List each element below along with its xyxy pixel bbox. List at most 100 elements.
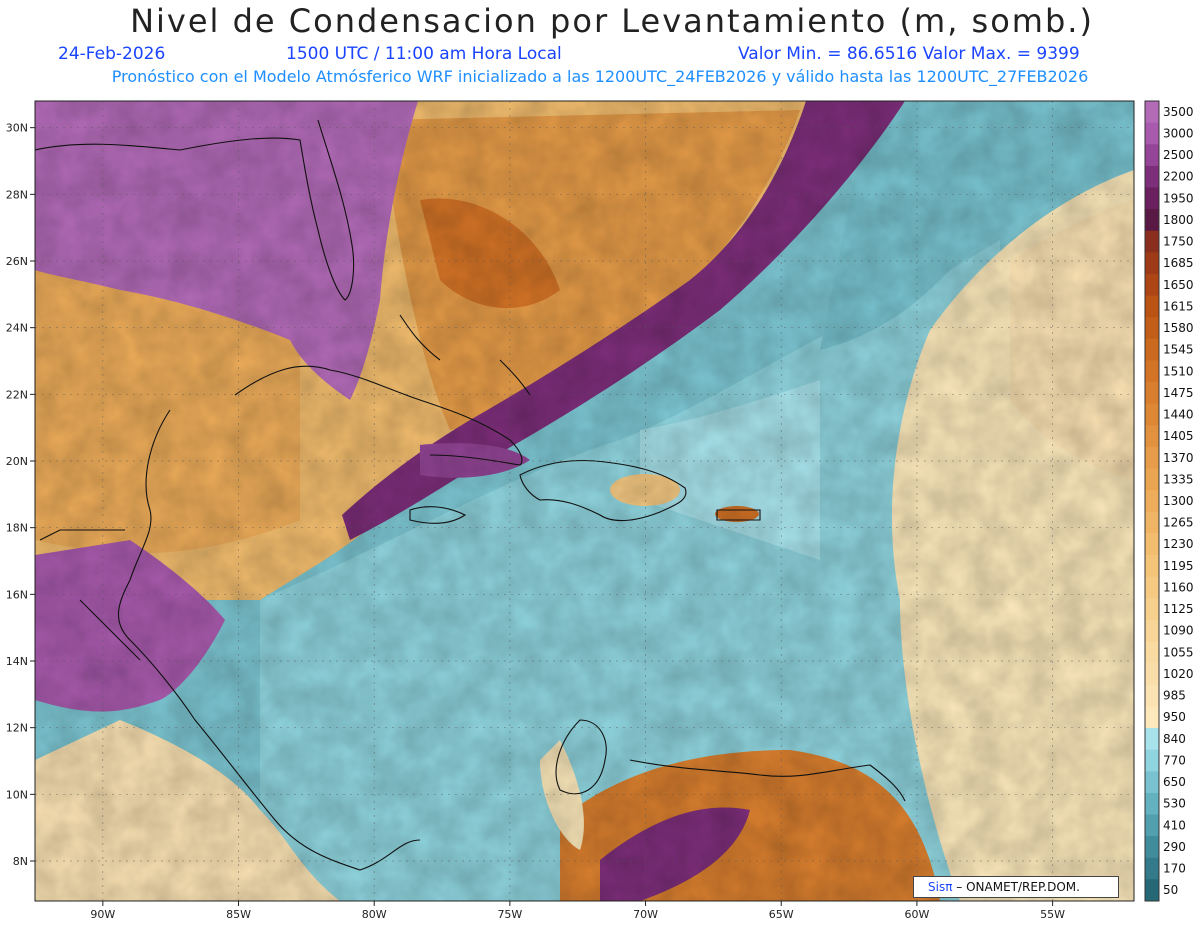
colorbar-swatch	[1145, 814, 1159, 837]
colorbar-label: 1195	[1163, 559, 1194, 573]
colorbar-label: 1800	[1163, 213, 1194, 227]
colorbar-swatch	[1145, 771, 1159, 794]
colorbar-swatch	[1145, 360, 1159, 383]
colorbar-swatch	[1145, 468, 1159, 491]
min-max-values: Valor Min. = 86.6516 Valor Max. = 9399	[738, 44, 1080, 64]
colorbar-label: 840	[1163, 732, 1186, 746]
colorbar-label: 170	[1163, 862, 1186, 876]
grid-lines	[35, 101, 1134, 901]
sispi-logo-text: Sisπ	[928, 880, 953, 894]
colorbar-swatch	[1145, 295, 1159, 318]
colorbar-swatch	[1145, 209, 1159, 232]
credit-org: – ONAMET/REP.DOM.	[956, 880, 1080, 894]
colorbar-label: 1615	[1163, 299, 1194, 313]
colorbar-swatch	[1145, 706, 1159, 729]
colorbar-label: 1950	[1163, 191, 1194, 205]
colorbar-swatch	[1145, 382, 1159, 405]
lon-tick-label: 60W	[904, 908, 929, 921]
lon-tick-label: 65W	[769, 908, 794, 921]
lat-tick-label: 24N	[6, 322, 28, 335]
colorbar-label: 1055	[1163, 645, 1194, 659]
colorbar-swatch	[1145, 187, 1159, 210]
lat-tick-label: 18N	[6, 522, 28, 535]
colorbar-swatch	[1145, 511, 1159, 534]
colorbar-label: 3000	[1163, 126, 1194, 140]
colorbar-swatch	[1145, 317, 1159, 340]
lat-tick-label: 14N	[6, 655, 28, 668]
model-subtitle: Pronóstico con el Modelo Atmósferico WRF…	[111, 67, 1089, 86]
colorbar-label: 290	[1163, 840, 1186, 854]
colorbar-swatch	[1145, 663, 1159, 686]
colorbar-swatch	[1145, 533, 1159, 556]
colorbar-swatch	[1145, 619, 1159, 643]
colorbar-label: 770	[1163, 753, 1186, 767]
colorbar-label: 1335	[1163, 472, 1194, 486]
colorbar-label: 1370	[1163, 451, 1194, 465]
colorbar-swatch	[1145, 749, 1159, 772]
lon-tick-label: 90W	[90, 908, 115, 921]
lat-tick-label: 12N	[6, 722, 28, 735]
colorbar-swatch	[1145, 101, 1159, 124]
colorbar-swatch	[1145, 252, 1159, 275]
colorbar-swatch	[1145, 230, 1159, 253]
colorbar-swatch	[1145, 165, 1159, 188]
colorbar-swatch	[1145, 598, 1159, 621]
colorbar-label: 1160	[1163, 580, 1194, 594]
colorbar-label: 1580	[1163, 321, 1194, 335]
colorbar-swatch	[1145, 879, 1159, 902]
longitude-axis: 90W 85W 80W 75W 70W 65W 60W 55W	[90, 901, 1065, 921]
colorbar-swatch	[1145, 403, 1159, 426]
colorbar-swatch	[1145, 576, 1159, 599]
colorbar-label: 1545	[1163, 343, 1194, 357]
colorbar-label: 410	[1163, 818, 1186, 832]
lon-tick-label: 70W	[633, 908, 658, 921]
colorbar-swatch	[1145, 641, 1159, 664]
colorbar-swatch	[1145, 425, 1159, 448]
lon-tick-label: 85W	[226, 908, 251, 921]
map-title: Nivel de Condensacion por Levantamiento …	[130, 2, 1094, 40]
credit-box: Sisπ – ONAMET/REP.DOM.	[913, 876, 1119, 898]
latitude-axis: 30N 28N 26N 24N 22N 20N 18N 16N 14N 12N 10N 8N	[6, 122, 35, 868]
lat-tick-label: 16N	[6, 588, 28, 601]
lat-tick-label: 22N	[6, 388, 28, 401]
colorbar-label: 650	[1163, 775, 1186, 789]
forecast-date: 24-Feb-2026	[58, 44, 166, 64]
lon-tick-label: 75W	[497, 908, 522, 921]
colorbar-label: 985	[1163, 689, 1186, 703]
lat-tick-label: 8N	[13, 855, 28, 868]
colorbar-label: 1125	[1163, 602, 1194, 616]
colorbar-label: 50	[1163, 883, 1178, 897]
colorbar-label: 1300	[1163, 494, 1194, 508]
colorbar-label: 1750	[1163, 235, 1194, 249]
colorbar-label: 950	[1163, 710, 1186, 724]
colorbar-swatch	[1145, 338, 1159, 361]
colorbar-label: 1265	[1163, 516, 1194, 530]
colorbar-swatch	[1145, 684, 1159, 707]
colorbar: 3500 3000 2500 2200 1950 1800 1750 1685 1650 1615…	[1144, 100, 1194, 902]
colorbar-label: 1440	[1163, 408, 1194, 422]
colorbar-label: 1090	[1163, 624, 1194, 638]
colorbar-swatch	[1145, 446, 1159, 470]
colorbar-label: 1020	[1163, 667, 1194, 681]
colorbar-label: 2500	[1163, 148, 1194, 162]
colorbar-label: 1650	[1163, 278, 1194, 292]
lat-tick-label: 20N	[6, 455, 28, 468]
colorbar-swatch	[1145, 792, 1159, 816]
colorbar-swatch	[1145, 490, 1159, 513]
colorbar-label: 1405	[1163, 429, 1194, 443]
shaded-field	[35, 101, 1134, 901]
colorbar-swatch	[1145, 122, 1159, 145]
lon-tick-label: 55W	[1040, 908, 1065, 921]
colorbar-label: 1510	[1163, 364, 1194, 378]
colorbar-swatch	[1145, 273, 1159, 297]
lat-tick-label: 30N	[6, 122, 28, 135]
lat-tick-label: 10N	[6, 788, 28, 801]
colorbar-label: 2200	[1163, 170, 1194, 184]
colorbar-label: 1230	[1163, 537, 1194, 551]
map-frame	[34, 100, 1135, 902]
colorbar-swatch	[1145, 555, 1159, 578]
colorbar-frame	[1144, 100, 1160, 902]
lon-tick-label: 80W	[362, 908, 387, 921]
colorbar-label: 1475	[1163, 386, 1194, 400]
